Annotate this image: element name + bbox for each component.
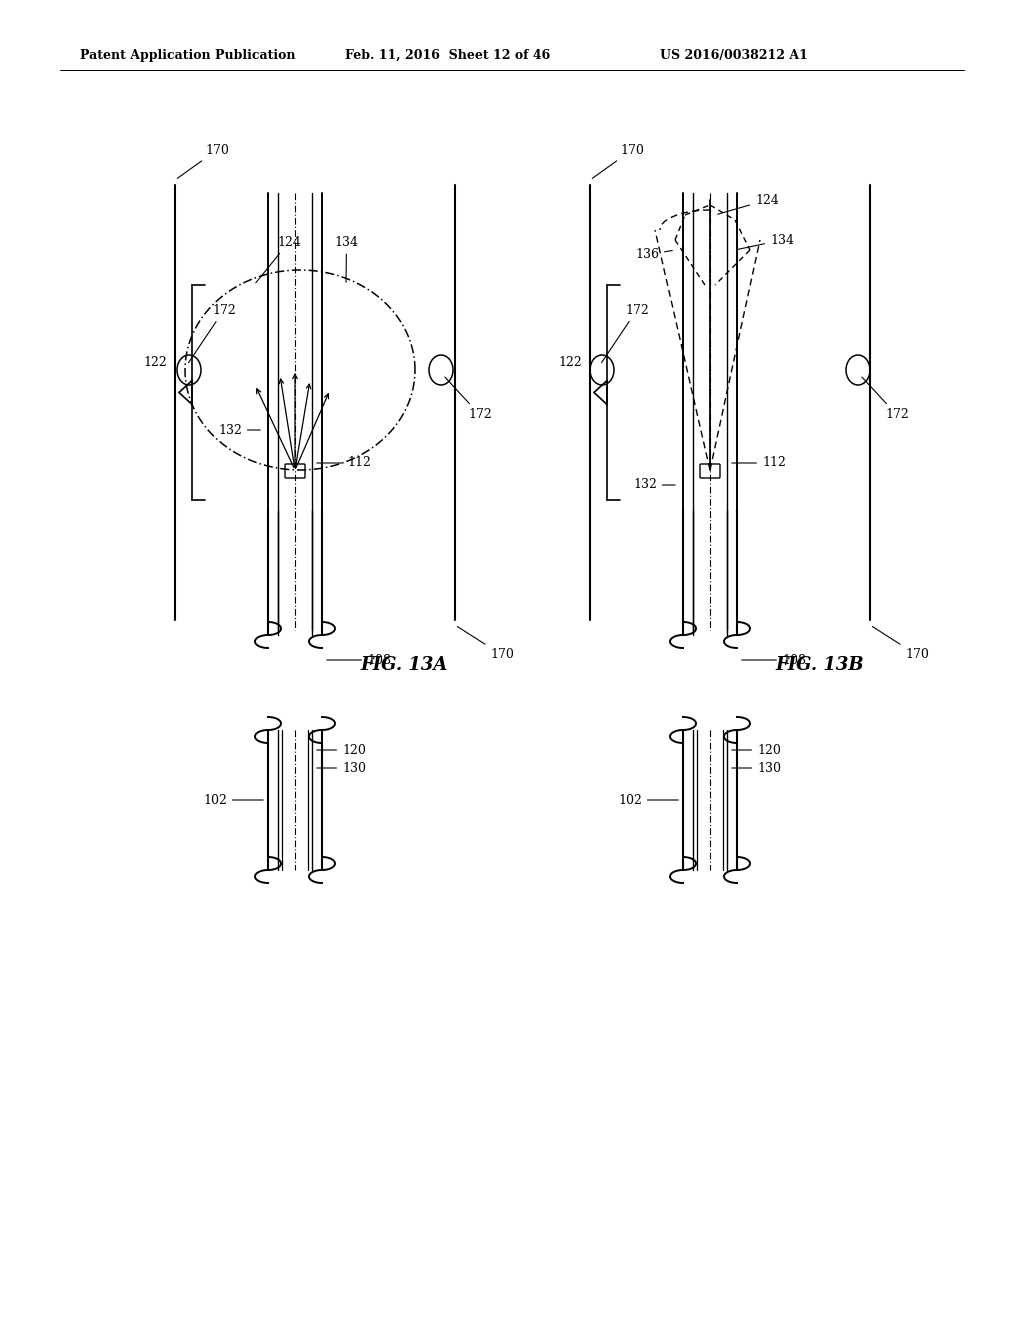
Text: 170: 170 <box>592 144 644 178</box>
Text: 130: 130 <box>316 762 366 775</box>
Text: US 2016/0038212 A1: US 2016/0038212 A1 <box>660 49 808 62</box>
Text: 112: 112 <box>316 457 371 470</box>
Text: 120: 120 <box>732 743 781 756</box>
Text: Patent Application Publication: Patent Application Publication <box>80 49 296 62</box>
Text: 122: 122 <box>558 356 582 370</box>
Text: 172: 172 <box>601 304 649 363</box>
FancyBboxPatch shape <box>285 465 305 478</box>
Text: FIG. 13A: FIG. 13A <box>360 656 447 675</box>
Text: 108: 108 <box>327 653 391 667</box>
Text: 124: 124 <box>718 194 779 214</box>
Text: 122: 122 <box>143 356 167 370</box>
Text: 132: 132 <box>218 424 260 437</box>
Text: 108: 108 <box>741 653 806 667</box>
Text: 120: 120 <box>316 743 366 756</box>
Text: Feb. 11, 2016  Sheet 12 of 46: Feb. 11, 2016 Sheet 12 of 46 <box>345 49 550 62</box>
Text: 102: 102 <box>203 793 263 807</box>
Text: 134: 134 <box>737 234 794 249</box>
Text: 172: 172 <box>444 378 492 421</box>
Text: 134: 134 <box>335 235 358 282</box>
FancyBboxPatch shape <box>700 465 720 478</box>
Text: 130: 130 <box>732 762 781 775</box>
Text: 102: 102 <box>618 793 678 807</box>
Text: 170: 170 <box>872 627 929 661</box>
Text: 170: 170 <box>458 627 514 661</box>
Text: 136: 136 <box>635 248 673 261</box>
Text: 124: 124 <box>256 235 301 282</box>
Text: 132: 132 <box>633 479 675 491</box>
Text: 112: 112 <box>732 457 785 470</box>
Text: 170: 170 <box>177 144 229 178</box>
Text: 172: 172 <box>862 378 908 421</box>
Text: FIG. 13B: FIG. 13B <box>775 656 863 675</box>
Text: 172: 172 <box>188 304 236 363</box>
